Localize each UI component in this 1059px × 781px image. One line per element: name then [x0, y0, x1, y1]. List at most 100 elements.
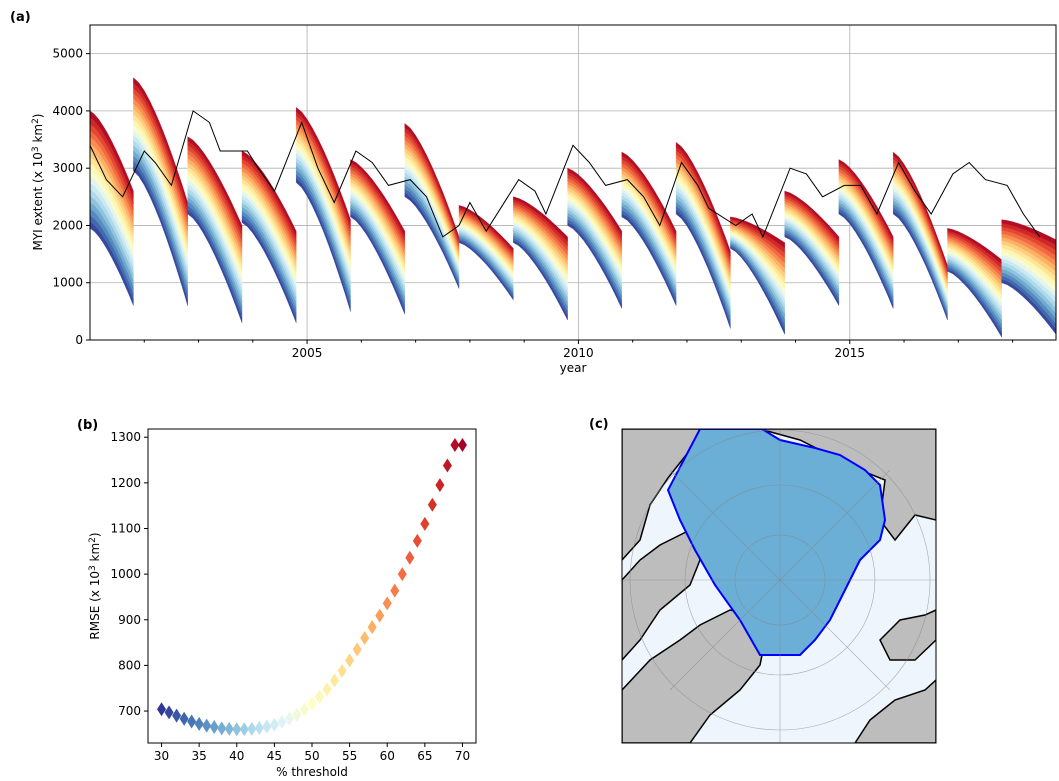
rmse-point: [427, 497, 437, 512]
threshold-band-season-1: [90, 110, 134, 198]
rmse-point: [397, 567, 407, 582]
threshold-band-season-9: [513, 196, 568, 243]
panel-a-ytick-label: 3000: [52, 161, 83, 175]
rmse-point: [179, 711, 189, 726]
arctic-archipelago: [622, 528, 701, 662]
scandinavia: [854, 678, 936, 743]
threshold-band-season-11: [621, 151, 677, 236]
rmse-point: [382, 596, 392, 611]
threshold-band-season-5: [296, 107, 351, 225]
panel-a-label: (a): [10, 10, 31, 25]
threshold-band-season-6: [350, 159, 405, 236]
rmse-point: [442, 458, 452, 473]
panel-b-ylabel: RMSE (x 103 km2): [88, 532, 102, 639]
threshold-band-season-10: [567, 167, 622, 237]
rmse-point: [187, 714, 197, 729]
panel-b-frame: [147, 428, 477, 744]
rmse-point: [247, 721, 257, 736]
observed-series-line: [90, 110, 1041, 239]
panel-a-ytick-label: 4000: [52, 104, 83, 118]
myi-region-mask: [666, 429, 887, 656]
rmse-point: [164, 705, 174, 720]
rmse-point: [337, 663, 347, 678]
rmse-point: [405, 550, 415, 565]
myi-extent-bands: [90, 77, 1056, 338]
panel-b-xtick-label: 60: [380, 749, 395, 763]
panel-c-frame: [621, 428, 937, 744]
panel-b-xlabel: % threshold: [276, 765, 348, 779]
rmse-point: [412, 533, 422, 548]
panel-b-xtick-label: 45: [267, 749, 282, 763]
panel-a-ylabel: MYI extent (x 103 km2): [31, 114, 45, 251]
rmse-point: [435, 478, 445, 493]
panel-b-xtick-label: 35: [192, 749, 207, 763]
threshold-band-season-4: [241, 150, 297, 237]
rmse-point: [352, 642, 362, 657]
rmse-point: [345, 653, 355, 668]
rmse-point: [224, 721, 234, 736]
panel-b-ytick-label: 1000: [110, 567, 141, 581]
threshold-band-season-18: [1001, 219, 1056, 246]
rmse-point: [367, 620, 377, 635]
panel-b-ytick-label: 1100: [110, 521, 141, 535]
panel-b-label: (b): [77, 418, 98, 433]
graticule: [622, 429, 936, 743]
panel-b-xtick-label: 70: [455, 749, 470, 763]
panel-b-x-ticks: 30 35 40 45 50 55 60 65 70: [154, 743, 470, 763]
panel-b-ytick-label: 1200: [110, 476, 141, 490]
rmse-point: [209, 720, 219, 735]
panel-b-ytick-label: 1300: [110, 430, 141, 444]
rmse-point: [330, 673, 340, 688]
rmse-point: [450, 437, 460, 452]
panel-b-ytick-label: 900: [118, 613, 141, 627]
rmse-point: [360, 631, 370, 646]
panel-a-ytick-label: 0: [75, 333, 83, 347]
rmse-point: [420, 516, 430, 531]
rmse-point: [269, 717, 279, 732]
threshold-band-season-14: [784, 190, 840, 242]
threshold-band-season-3: [187, 136, 243, 231]
panel-c-map: [621, 428, 937, 744]
rmse-point: [292, 707, 302, 722]
rmse-points: [157, 437, 467, 737]
panel-b-xtick-label: 40: [229, 749, 244, 763]
panel-a-ytick-label: 1000: [52, 276, 83, 290]
panel-b-xtick-label: 50: [304, 749, 319, 763]
panel-b-ytick-label: 800: [118, 658, 141, 672]
panel-b-scatter: 700 800 900 1000 1100 1200 1300 30 35 40 45 50 55 60…: [88, 428, 477, 779]
panel-b-xtick-label: 65: [417, 749, 432, 763]
rmse-point: [375, 608, 385, 623]
rmse-point: [217, 721, 227, 736]
rmse-point: [315, 689, 325, 704]
panel-c-label: (c): [589, 417, 609, 432]
rmse-point: [307, 696, 317, 711]
rmse-point: [322, 682, 332, 697]
panel-a-xtick-label: 2015: [835, 346, 866, 360]
rmse-point: [284, 711, 294, 726]
rmse-point: [457, 437, 467, 452]
threshold-band-season-12: [675, 141, 731, 256]
threshold-band-season-8: [458, 205, 514, 252]
threshold-band-season-13: [730, 216, 785, 249]
rmse-point: [239, 722, 249, 737]
panel-b-xtick-label: 30: [154, 749, 169, 763]
rmse-point: [232, 722, 242, 737]
novaya-zemlya: [879, 609, 936, 661]
rmse-point: [172, 708, 182, 723]
observed-myi-extent: [90, 110, 1041, 239]
panel-a-ytick-label: 2000: [52, 218, 83, 232]
rmse-point: [157, 702, 167, 717]
rmse-point: [277, 715, 287, 730]
rmse-point: [262, 719, 272, 734]
panel-a-ytick-label: 5000: [52, 47, 83, 61]
panel-a-xtick-label: 2010: [563, 346, 594, 360]
rmse-point: [194, 716, 204, 731]
panel-a-frame: [89, 24, 1057, 341]
panel-b-y-ticks: 700 800 900 1000 1100 1200 1300: [110, 430, 148, 718]
panel-a-x-ticks: 2005 2010 2015: [143, 340, 1014, 360]
panel-a-xlabel: year: [560, 361, 587, 375]
rmse-point: [202, 718, 212, 733]
panel-a-xtick-label: 2005: [292, 346, 323, 360]
